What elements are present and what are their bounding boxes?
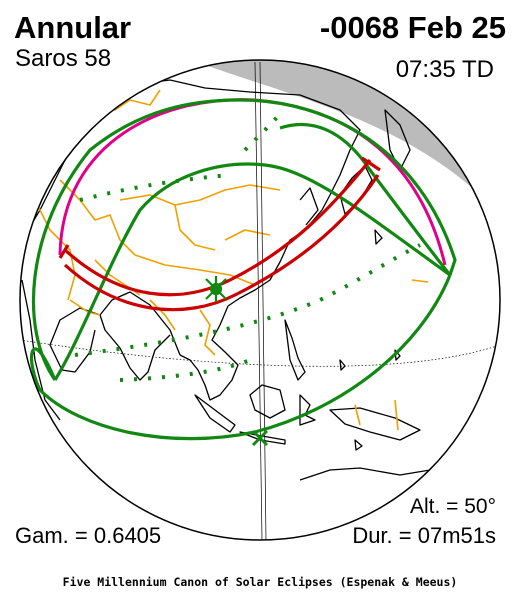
sub-solar-marker (252, 430, 268, 446)
penumbra-limits (30, 98, 457, 441)
duration-label: Dur. = 07m51s (352, 523, 496, 548)
greatest-eclipse-marker (205, 276, 227, 302)
eclipse-type-title: Annular (14, 10, 132, 45)
eclipse-date: -0068 Feb 25 (319, 10, 506, 45)
central-path (58, 156, 381, 312)
saros-number: Saros 58 (15, 45, 112, 72)
eclipse-time: 07:35 TD (395, 56, 494, 83)
gamma-label: Gam. = 0.6405 (15, 523, 162, 548)
globe-disc (20, 60, 500, 540)
reference-lines (20, 61, 500, 540)
globe-outline (19, 59, 501, 541)
dotted-limits (74, 110, 421, 382)
altitude-label: Alt. = 50° (409, 495, 496, 518)
footer-credit: Five Millennium Canon of Solar Eclipses … (62, 575, 458, 589)
